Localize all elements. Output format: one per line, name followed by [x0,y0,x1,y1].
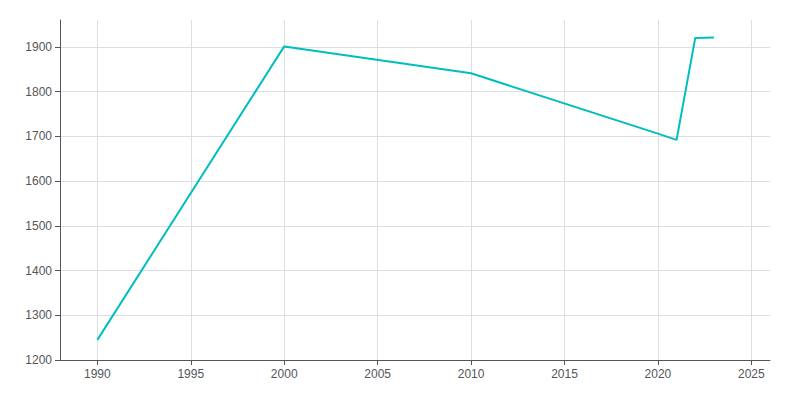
svg-text:2025: 2025 [738,367,765,381]
svg-text:2005: 2005 [364,367,391,381]
svg-text:1500: 1500 [25,219,52,233]
svg-text:1995: 1995 [177,367,204,381]
svg-text:1990: 1990 [84,367,111,381]
svg-text:1600: 1600 [25,174,52,188]
svg-text:1400: 1400 [25,264,52,278]
svg-text:1800: 1800 [25,85,52,99]
svg-text:1700: 1700 [25,129,52,143]
svg-text:1900: 1900 [25,40,52,54]
svg-text:2015: 2015 [551,367,578,381]
svg-text:1200: 1200 [25,353,52,367]
svg-text:2000: 2000 [271,367,298,381]
svg-text:2010: 2010 [458,367,485,381]
svg-text:2020: 2020 [645,367,672,381]
svg-text:1300: 1300 [25,308,52,322]
